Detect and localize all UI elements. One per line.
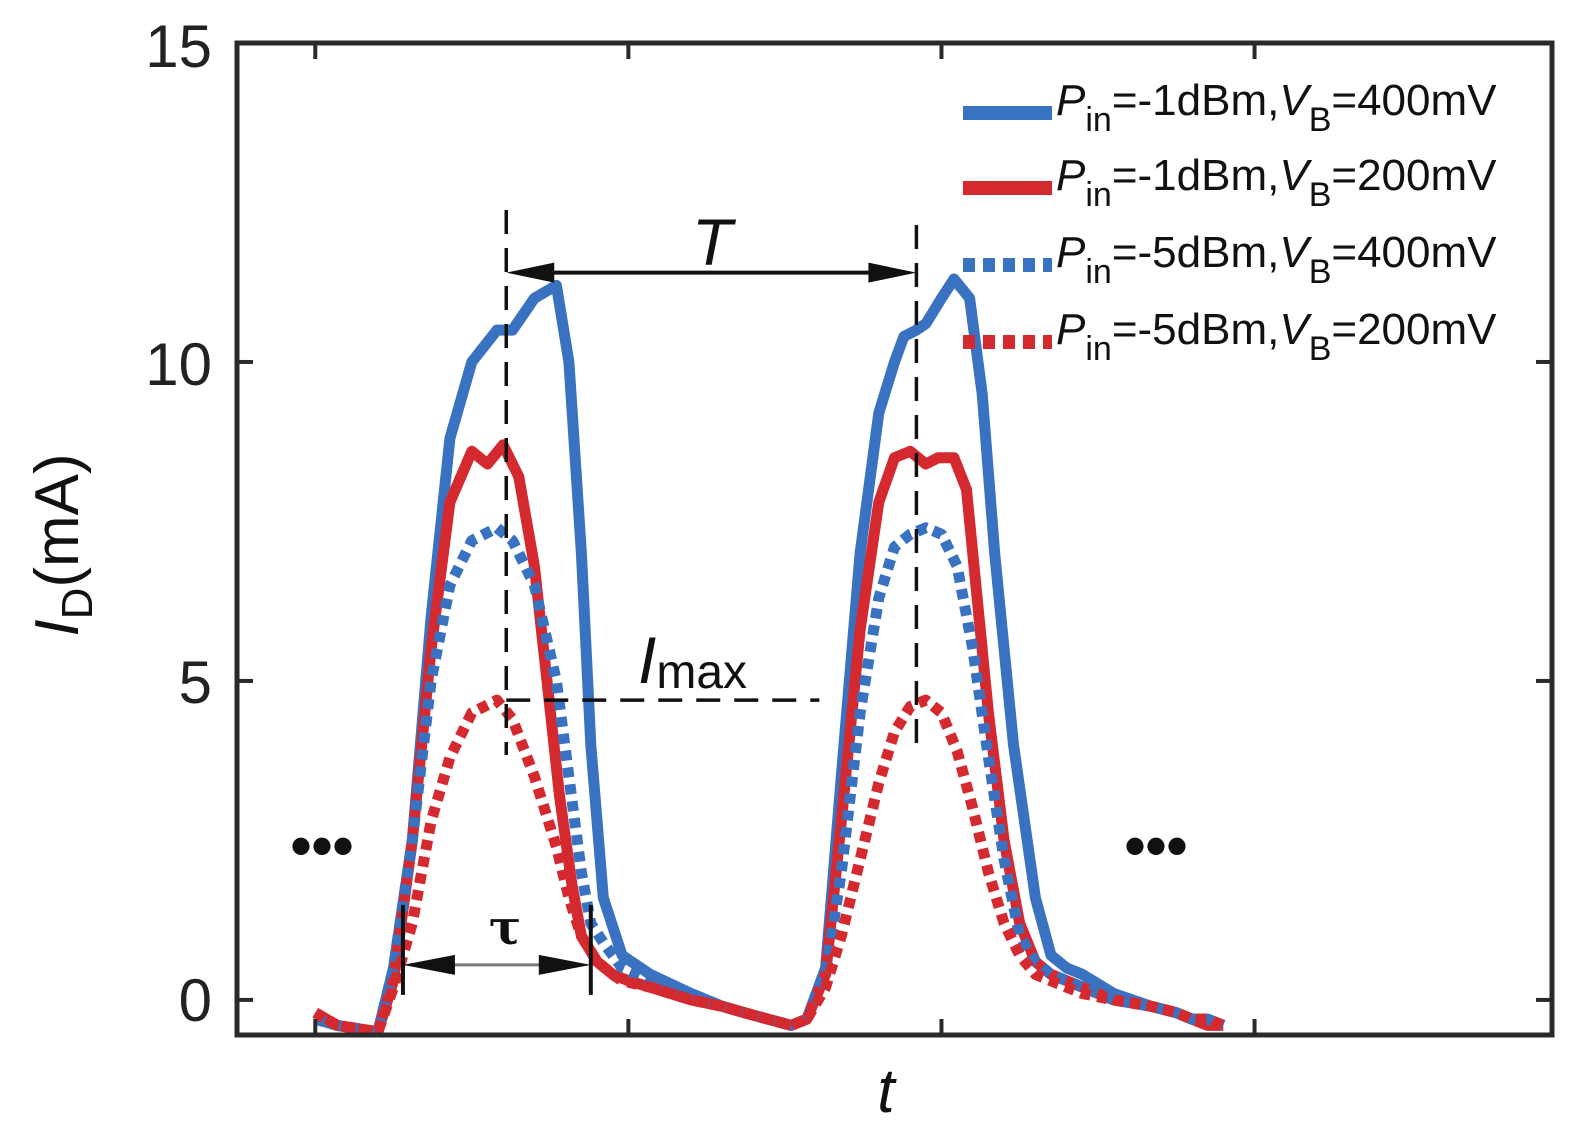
pulse-width-label: τ xyxy=(489,900,521,956)
legend-entry-1: Pin=-1dBm,VB=400mV xyxy=(1056,76,1497,139)
legend: Pin=-1dBm,VB=400mV Pin=-1dBm,VB=200mV Pi… xyxy=(963,76,1497,368)
ellipsis-left: ••• xyxy=(290,812,353,879)
y-tick-label-10: 10 xyxy=(145,331,212,398)
y-tick-label-0: 0 xyxy=(179,967,212,1034)
x-axis-label: t xyxy=(877,1057,897,1126)
y-tick-label-15: 15 xyxy=(145,13,212,80)
y-axis-label-sub: D xyxy=(53,588,102,620)
period-arrowhead-left xyxy=(506,262,555,283)
ticks-layer xyxy=(237,41,1552,1035)
legend-entry-3: Pin=-5dBm,VB=400mV xyxy=(1056,228,1497,291)
imax-label-main: I xyxy=(638,623,656,697)
y-axis-label-main: I xyxy=(23,619,92,636)
period-label: T xyxy=(692,205,737,279)
plot-frame xyxy=(234,40,1555,1038)
y-tick-label-5: 5 xyxy=(179,649,212,716)
series-line-4 xyxy=(312,694,1226,1038)
y-axis-label-unit: (mA) xyxy=(23,453,92,587)
legend-entry-2: Pin=-1dBm,VB=200mV xyxy=(1056,151,1497,214)
series-line-2 xyxy=(312,439,1224,1038)
y-axis-label: ID(mA) xyxy=(23,453,102,636)
imax-label: Imax xyxy=(638,623,747,699)
series-line-1 xyxy=(313,273,1226,1038)
period-arrowhead-right xyxy=(868,262,917,283)
annotations-layer xyxy=(400,210,919,995)
ellipsis-right: ••• xyxy=(1124,812,1187,879)
series-line-3 xyxy=(313,522,1226,1038)
legend-entry-4: Pin=-5dBm,VB=200mV xyxy=(1056,305,1497,368)
pulse-width-arrowhead-left xyxy=(402,954,455,975)
curves-layer xyxy=(312,273,1226,1038)
pulse-width-arrowhead-right xyxy=(538,954,591,975)
imax-label-sub: max xyxy=(656,646,747,699)
svg-text:ID(mA): ID(mA) xyxy=(23,453,102,636)
